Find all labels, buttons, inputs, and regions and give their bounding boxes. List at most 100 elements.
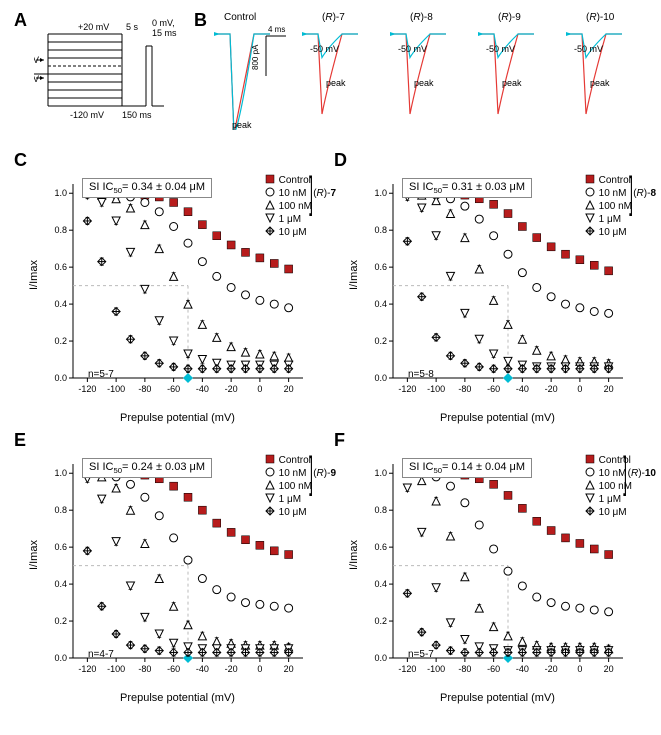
svg-text:-60: -60 [487,664,500,674]
svg-text:0.8: 0.8 [54,505,67,515]
svg-text:peak: peak [502,78,522,88]
svg-text:-120: -120 [78,384,96,394]
svg-text:-120: -120 [398,664,416,674]
svg-text:peak: peak [232,120,252,130]
trace-2: (R)-8 -50 mV peak [386,10,472,135]
panel-E: E -120-100-80-60-40-200200.00.20.40.60.8… [10,430,330,710]
svg-text:0.2: 0.2 [374,616,387,626]
svg-text:0.4: 0.4 [54,299,67,309]
svg-text:peak: peak [326,78,346,88]
svg-text:(R)-7: (R)-7 [322,12,345,23]
svg-text:0.0: 0.0 [54,373,67,383]
svg-text:-20: -20 [225,384,238,394]
svg-text:-80: -80 [458,664,471,674]
xlabel-E: Prepulse potential (mV) [120,692,235,704]
svg-text:0.0: 0.0 [374,373,387,383]
trace-0: Control -50 mV peak 4 ms 800 pA [210,10,296,135]
trace-4: (R)-10 -50 mV peak [562,10,648,135]
panel-C-label: C [14,150,27,171]
svg-text:-100: -100 [107,384,125,394]
svg-text:Control: Control [224,12,256,23]
bottom-mv: -120 mV [70,110,104,120]
svg-text:0.2: 0.2 [54,616,67,626]
svg-text:0.6: 0.6 [54,542,67,552]
left1: -50 mV [34,55,39,65]
svg-text:-20: -20 [225,664,238,674]
svg-text:-40: -40 [516,664,529,674]
svg-text:0.2: 0.2 [374,336,387,346]
svg-text:1.0: 1.0 [54,188,67,198]
svg-text:-120: -120 [398,384,416,394]
compound-C: ](R)-7 [305,178,336,208]
svg-text:-80: -80 [138,664,151,674]
protocol-diagram: +20 mV 5 s 0 mV, 15 ms -50 mV -80 mV -12… [34,16,184,146]
svg-text:-50 mV: -50 mV [398,44,427,54]
svg-text:0: 0 [257,384,262,394]
n-C: n=5-7 [88,369,114,380]
n-F: n=5-7 [408,649,434,660]
svg-text:0.0: 0.0 [374,653,387,663]
svg-text:0: 0 [257,664,262,674]
compound-F: ](R)-10 [619,458,656,488]
svg-text:-60: -60 [167,664,180,674]
panel-E-label: E [14,430,26,451]
svg-text:0.8: 0.8 [54,225,67,235]
svg-text:0.6: 0.6 [54,262,67,272]
svg-text:-100: -100 [107,664,125,674]
ylabel-C: I/Imax [28,260,40,290]
svg-text:0.4: 0.4 [374,579,387,589]
figure: A [10,10,651,710]
svg-text:1.0: 1.0 [54,468,67,478]
panel-A-label: A [14,10,27,31]
interpulse: 150 ms [122,110,152,120]
ic50-D: SI IC50= 0.31 ± 0.03 μM [402,178,532,198]
svg-text:(R)-8: (R)-8 [410,12,433,23]
svg-text:-40: -40 [196,664,209,674]
ylabel-F: I/Imax [348,540,360,570]
svg-text:0.8: 0.8 [374,505,387,515]
trace-3: (R)-9 -50 mV peak [474,10,560,135]
panel-A: A [10,10,190,150]
panel-B: B Control -50 mV peak 4 ms 800 pA (R)-7 [190,10,650,150]
svg-text:-80: -80 [458,384,471,394]
trace-1: (R)-7 -50 mV peak [298,10,384,135]
svg-text:0: 0 [577,384,582,394]
svg-text:0.4: 0.4 [54,579,67,589]
svg-text:20: 20 [284,664,294,674]
panel-D-label: D [334,150,347,171]
svg-text:1.0: 1.0 [374,188,387,198]
n-D: n=5-8 [408,369,434,380]
svg-text:0.2: 0.2 [54,336,67,346]
svg-text:-20: -20 [545,664,558,674]
svg-text:1.0: 1.0 [374,468,387,478]
ic50-F: SI IC50= 0.14 ± 0.04 μM [402,458,532,478]
hold-time: 5 s [126,22,139,32]
svg-text:-50 mV: -50 mV [310,44,339,54]
test-mv: 0 mV, [152,18,175,28]
svg-text:-120: -120 [78,664,96,674]
svg-text:-40: -40 [196,384,209,394]
top-mv: +20 mV [78,22,109,32]
panel-D: D -120-100-80-60-40-200200.00.20.40.60.8… [330,150,650,430]
svg-text:-50 mV: -50 mV [574,44,603,54]
svg-text:800 pA: 800 pA [251,44,260,70]
svg-text:-40: -40 [516,384,529,394]
svg-text:(R)-9: (R)-9 [498,12,521,23]
svg-text:peak: peak [590,78,610,88]
svg-text:0.6: 0.6 [374,542,387,552]
svg-text:0: 0 [577,664,582,674]
n-E: n=4-7 [88,649,114,660]
svg-text:20: 20 [604,384,614,394]
svg-text:-60: -60 [487,384,500,394]
svg-text:-100: -100 [427,664,445,674]
panel-C: C -120-100-80-60-40-200200.00.20.40.60.8… [10,150,330,430]
compound-E: ](R)-9 [305,458,336,488]
left2: -80 mV [34,74,39,84]
svg-text:-100: -100 [427,384,445,394]
panel-F-label: F [334,430,345,451]
ic50-E: SI IC50= 0.24 ± 0.03 μM [82,458,212,478]
ic50-C: SI IC50= 0.34 ± 0.04 μM [82,178,212,198]
svg-text:-60: -60 [167,384,180,394]
svg-text:(R)-10: (R)-10 [586,12,615,23]
svg-text:-20: -20 [545,384,558,394]
